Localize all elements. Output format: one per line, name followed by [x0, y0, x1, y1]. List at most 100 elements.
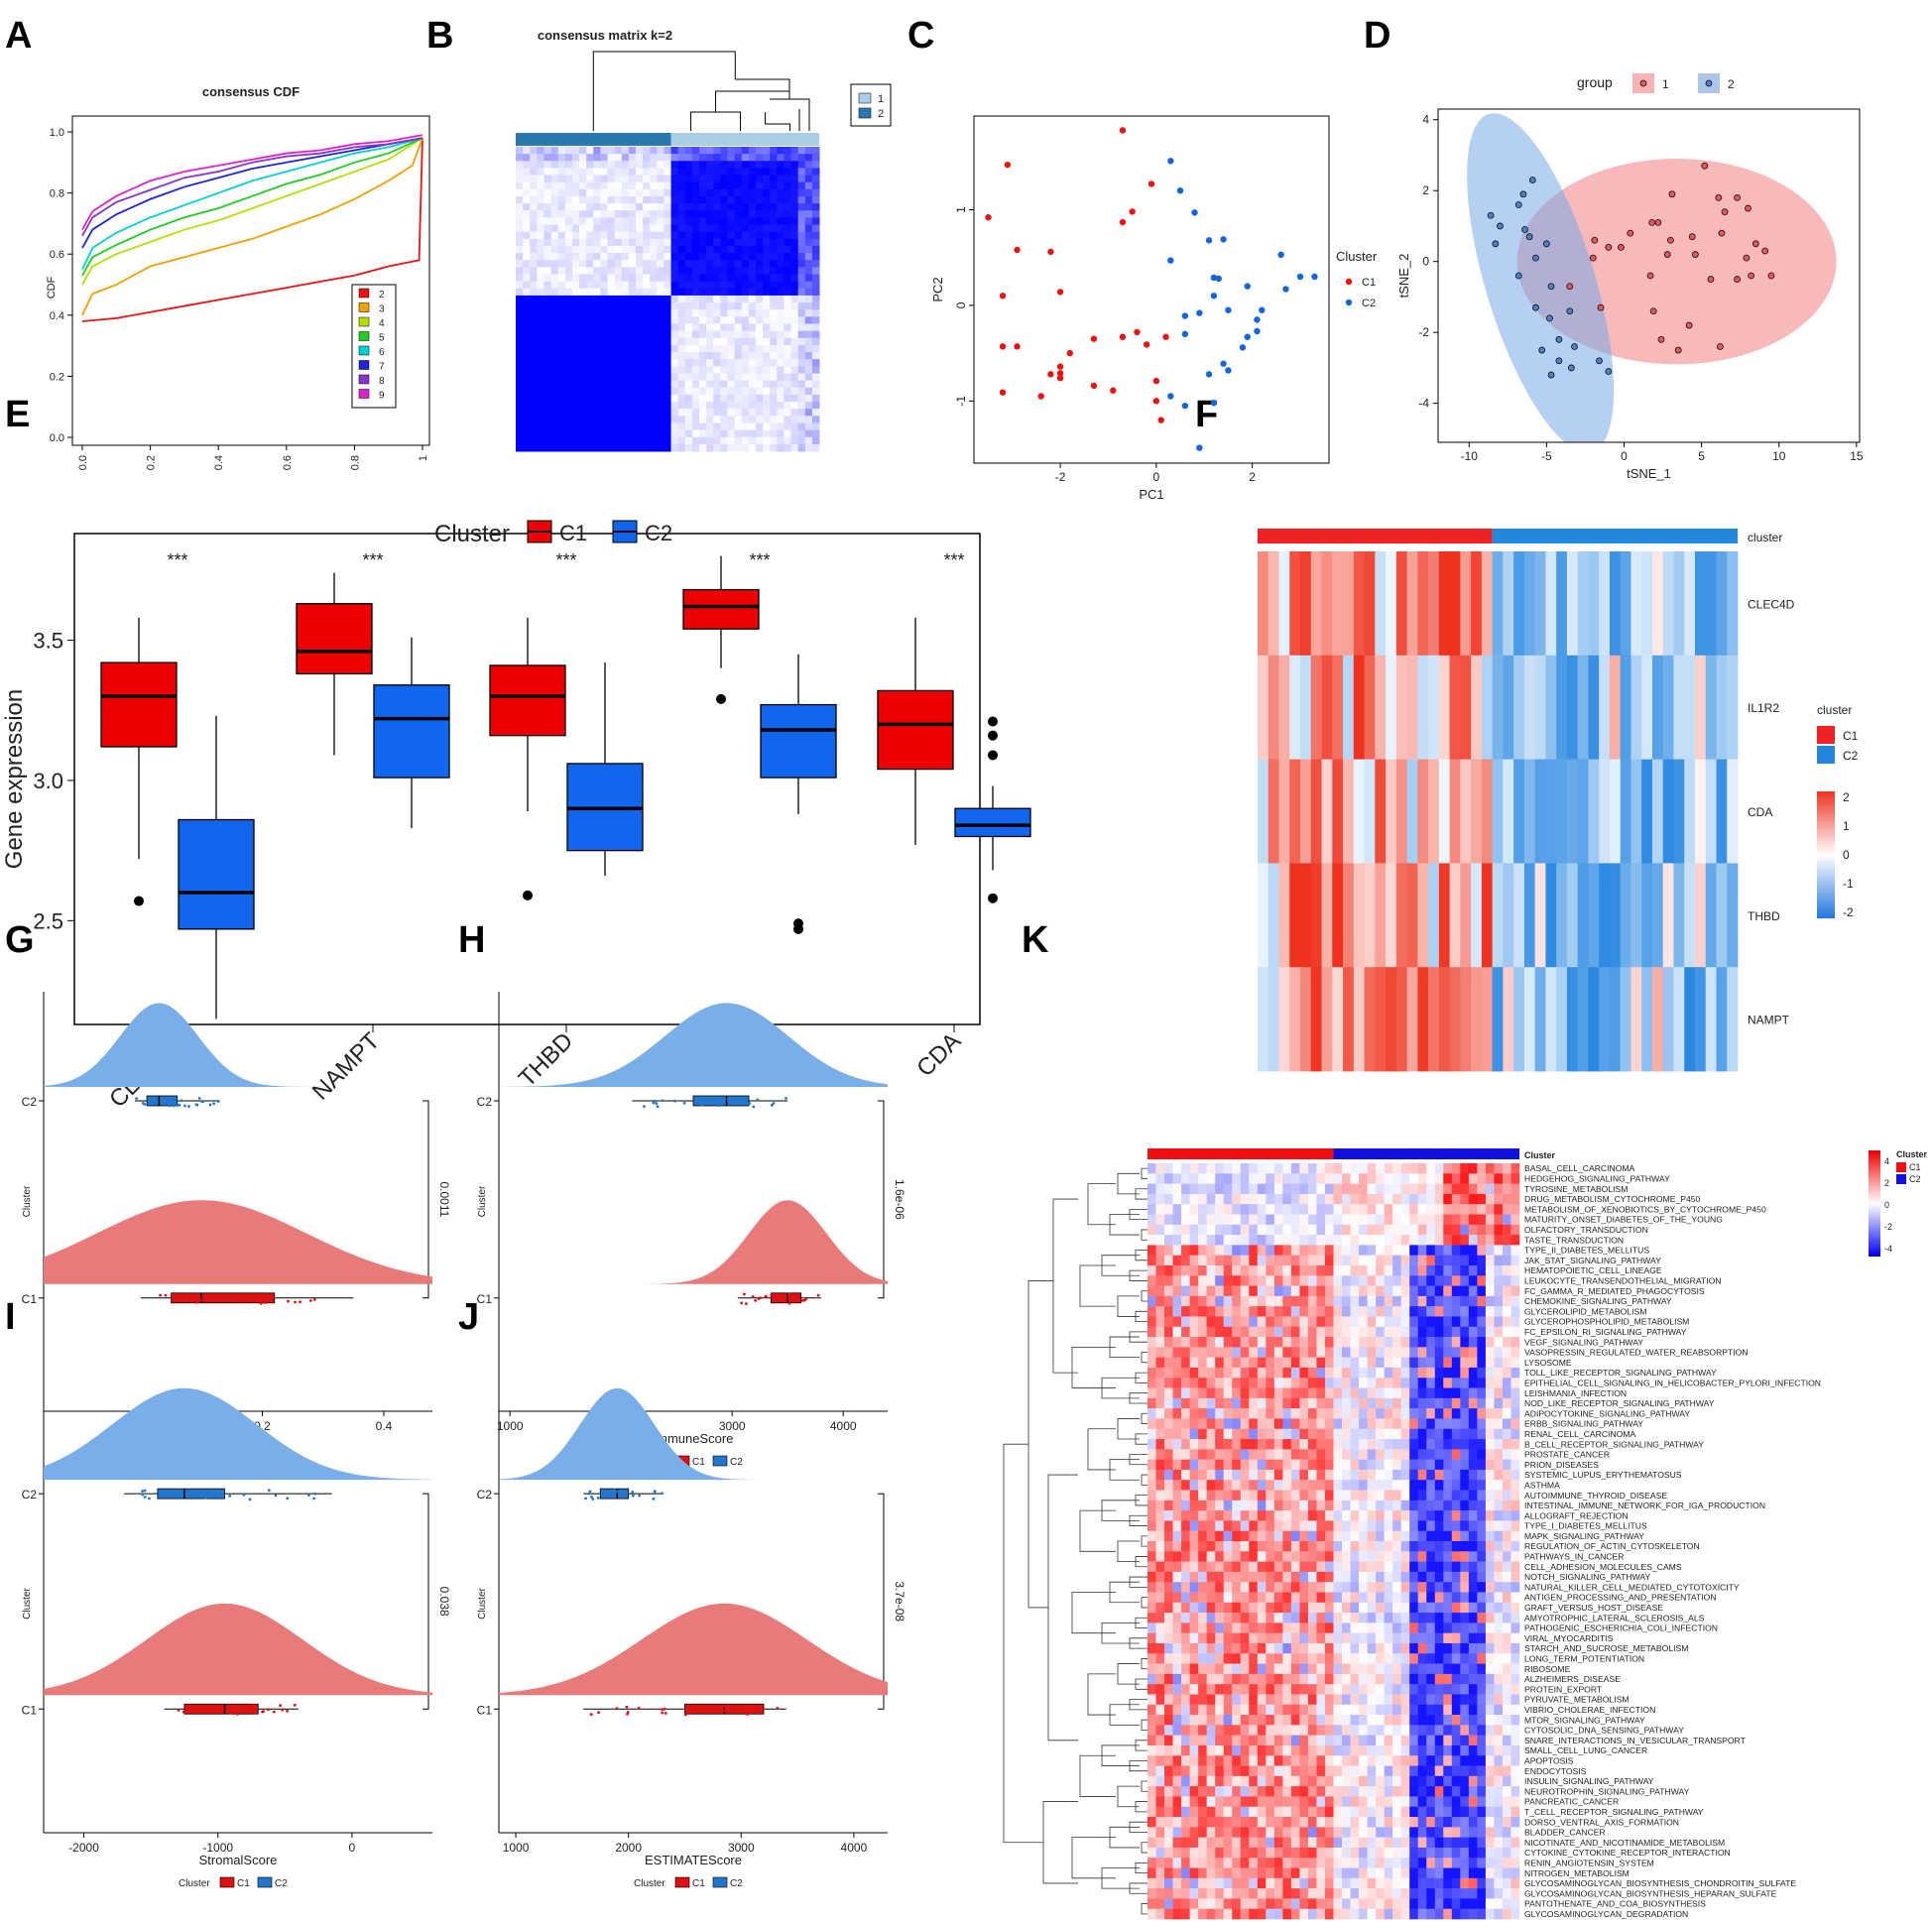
- matrix-cell: [699, 281, 707, 290]
- data-point-group-2: [1487, 211, 1495, 219]
- matrix-cell: [607, 373, 616, 382]
- heatmap-cell: [1359, 1551, 1368, 1562]
- heatmap-cell: [1282, 1397, 1292, 1409]
- heatmap-cell: [1240, 1408, 1250, 1419]
- matrix-cell: [811, 195, 820, 204]
- matrix-cell: [734, 288, 743, 297]
- heatmap-cell: [1434, 1561, 1444, 1573]
- heatmap-cell: [1409, 1264, 1419, 1276]
- heatmap-cell: [1443, 1357, 1453, 1369]
- legend-swatch: [358, 360, 370, 370]
- heatmap-cell: [1426, 1500, 1436, 1511]
- matrix-cell: [650, 429, 658, 438]
- matrix-cell: [706, 181, 714, 190]
- heatmap-cell: [1342, 1173, 1351, 1184]
- matrix-cell: [564, 309, 573, 317]
- heatmap-cell: [1215, 1347, 1225, 1358]
- matrix-cell: [741, 373, 750, 382]
- heatmap-cell: [1289, 655, 1301, 760]
- jitter-point: [774, 1294, 777, 1297]
- heatmap-cell: [1426, 1490, 1436, 1502]
- heatmap-cell: [1409, 1378, 1419, 1388]
- panel-g-chart: C2C1Cluster0.00.20.4Neutrophils0.0011Clu…: [22, 992, 451, 1468]
- heatmap-cell: [1299, 1459, 1309, 1471]
- heatmap-cell: [1232, 1275, 1242, 1286]
- heatmap-cell: [1367, 1285, 1377, 1297]
- heatmap-cell: [1172, 1264, 1182, 1276]
- matrix-cell: [691, 195, 700, 204]
- heatmap-cell: [1438, 967, 1450, 1072]
- matrix-cell: [670, 188, 679, 197]
- heatmap-cell: [1417, 1214, 1427, 1226]
- significance-mark: ***: [555, 550, 576, 570]
- jitter-point: [722, 1704, 726, 1708]
- data-point-group-1: [1734, 193, 1741, 201]
- heatmap-cell: [1409, 1173, 1419, 1184]
- heatmap-cell: [1523, 655, 1536, 760]
- heatmap-cell: [1375, 759, 1387, 864]
- matrix-cell: [600, 188, 609, 197]
- heatmap-cell: [1545, 967, 1557, 1072]
- matrix-cell: [571, 366, 580, 374]
- matrix-cell: [677, 295, 686, 303]
- heatmap-cell: [1406, 551, 1418, 657]
- heatmap-cell: [1316, 1163, 1326, 1174]
- matrix-cell: [550, 443, 559, 452]
- heatmap-cell: [1307, 1480, 1317, 1491]
- heatmap-cell: [1468, 1173, 1478, 1184]
- cdf-line-k3: [81, 137, 423, 316]
- heatmap-cell: [1164, 1245, 1173, 1256]
- jitter-point: [754, 1298, 758, 1302]
- matrix-cell: [664, 309, 672, 317]
- matrix-cell: [770, 429, 778, 438]
- matrix-cell: [664, 224, 672, 233]
- matrix-cell: [579, 253, 587, 261]
- data-point-c2: [1210, 274, 1218, 282]
- heatmap-cell: [1392, 1602, 1401, 1614]
- heatmap-cell: [1417, 1551, 1427, 1562]
- heatmap-cell: [1282, 1582, 1292, 1593]
- jitter-point: [206, 1296, 210, 1300]
- matrix-cell: [777, 309, 785, 317]
- data-point-group-1: [1666, 236, 1674, 244]
- heatmap-cell: [1494, 1653, 1504, 1664]
- box-c1: [296, 603, 373, 675]
- data-point-c2: [1205, 371, 1213, 378]
- matrix-cell: [713, 373, 721, 382]
- heatmap-cell: [1485, 1367, 1495, 1379]
- heatmap-cell: [1477, 1613, 1487, 1623]
- heatmap-cell: [1223, 1602, 1233, 1614]
- heatmap-cell: [1316, 1316, 1326, 1328]
- matrix-cell: [790, 161, 799, 169]
- jitter-point: [175, 1489, 179, 1493]
- heatmap-cell: [1460, 1439, 1470, 1450]
- heatmap-cell: [1172, 1295, 1182, 1307]
- heatmap-cell: [1290, 1561, 1300, 1573]
- matrix-cell: [621, 154, 630, 162]
- heatmap-cell: [1223, 1469, 1233, 1481]
- matrix-cell: [516, 161, 524, 169]
- matrix-cell: [657, 203, 664, 211]
- heatmap-cell: [1400, 1520, 1410, 1532]
- heatmap-cell: [1342, 1255, 1351, 1266]
- heatmap-cell: [1215, 1306, 1225, 1317]
- heatmap-cell: [1316, 1275, 1326, 1286]
- heatmap-cell: [1324, 1613, 1334, 1623]
- matrix-cell: [593, 203, 601, 211]
- matrix-cell: [784, 195, 792, 204]
- matrix-cell: [664, 175, 672, 183]
- heatmap-cell: [1350, 1295, 1360, 1307]
- heatmap-cell: [1249, 1245, 1259, 1256]
- matrix-cell: [699, 295, 707, 303]
- heatmap-cell: [1705, 967, 1717, 1072]
- heatmap-cell: [1502, 1510, 1511, 1521]
- data-point-group-1: [1748, 272, 1755, 280]
- matrix-cell: [586, 281, 594, 290]
- heatmap-cell: [1232, 1264, 1242, 1276]
- heatmap-cell: [1249, 1347, 1259, 1358]
- heatmap-cell: [1384, 1245, 1393, 1256]
- matrix-cell: [713, 245, 721, 254]
- matrix-cell: [720, 245, 728, 254]
- heatmap-cell: [1376, 1214, 1385, 1226]
